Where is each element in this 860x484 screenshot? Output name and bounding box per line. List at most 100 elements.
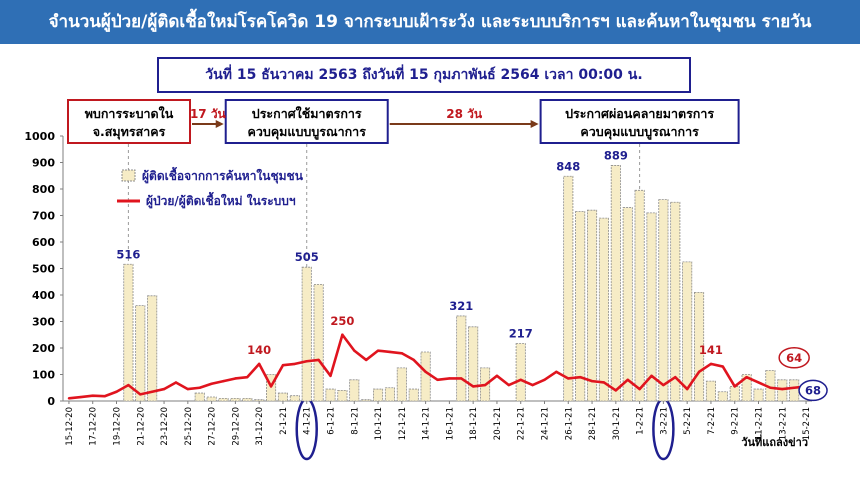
bar [777,379,788,402]
line-point [769,386,772,389]
x-tick-label: 25-12-20 [184,407,194,446]
value-label: 64 [786,351,802,365]
bar [420,351,431,402]
line-point [638,387,641,391]
line-point [590,379,594,383]
bar [694,291,705,402]
value-label: 141 [699,343,723,357]
line-point [721,365,725,368]
x-tick-label: 13-2-21 [778,407,788,440]
x-tick-label: 7-2-21 [707,407,717,435]
bar [349,379,360,402]
line-point [186,387,190,391]
y-tick-label: 100 [32,369,55,382]
value-label: 321 [449,299,473,313]
chart-title: จำนวนผู้ป่วย/ผู้ติดเชื้อใหม่โรคโควิด 19 … [0,0,860,44]
line-point [792,386,796,389]
bar [587,209,598,402]
line-point [578,375,582,379]
x-tick-label: 24-1-21 [541,407,551,440]
line-point [674,375,677,379]
value-callout-ellipse [778,347,810,369]
event-label-line1: พบการระบาดใน [85,106,174,121]
bar [456,315,467,402]
legend-line-label: ผู้ป่วย/ผู้ติดเชื้อใหม่ ในระบบฯ [146,191,296,209]
line-point [376,349,380,352]
bar [468,326,479,402]
legend-bar-swatch [121,169,136,182]
bar [658,199,669,402]
line-point [341,333,344,336]
value-label: 217 [509,326,533,340]
line-point [388,350,392,354]
bar [682,261,693,402]
y-tick-label: 200 [32,342,55,355]
x-tick-label: 2-1-21 [279,407,289,435]
y-tick-label: 800 [32,183,55,196]
bar [277,392,288,402]
bar [218,397,229,402]
x-tick-label: 8-1-21 [350,407,360,435]
bar [373,388,384,402]
event-label-line2: ควบคุมแบบบูรณาการ [580,124,699,140]
x-tick-label: 15-2-21 [802,407,812,440]
value-label: 516 [116,247,140,261]
x-tick-label: 4-1-21 [303,407,313,435]
bar [610,165,621,402]
bar [325,388,336,402]
bar [123,263,134,402]
bar [289,395,300,402]
line-point [150,390,154,393]
x-tick-label: 21-12-20 [136,407,146,446]
line-point [127,383,130,387]
bar [598,217,609,402]
interval-arrowhead [215,120,224,128]
bar [705,380,716,402]
bar [563,175,574,402]
x-tick-label: 17-12-20 [89,407,99,446]
bar [622,207,633,402]
line-point [222,379,225,383]
event-box [539,99,740,144]
line-point [210,382,213,385]
bar [670,201,681,402]
line-point [67,397,71,400]
x-tick-label: 5-2-21 [683,407,693,435]
line-point [697,370,701,374]
line-point [329,374,332,378]
value-label: 68 [805,383,821,397]
line-point [733,385,736,388]
line-point [400,352,404,355]
line-point [709,362,713,366]
x-tick-label: 1-2-21 [636,407,646,435]
bar [646,212,657,402]
legend-bar-label: ผู้ติดเชื้อจากการค้นหาในชุมชน [142,166,304,184]
bar [515,343,526,402]
x-axis-title: วันที่แถลงข่าว [741,434,808,449]
x-tick-label: 22-1-21 [517,407,527,440]
event-label-line1: ประกาศใช้มาตรการ [252,106,362,121]
line-point [234,377,237,380]
community-bars [123,165,800,402]
line-point [555,370,558,374]
y-tick-label: 300 [32,316,55,329]
line-point [91,394,94,397]
bar [753,388,764,402]
event-label-line2: ควบคุมแบบบูรณาการ [248,124,367,140]
x-tick-label: 29-12-20 [231,407,241,446]
line-point [293,362,297,366]
line-point [424,370,427,374]
x-tick-label: 20-1-21 [493,407,503,440]
x-tick-label: 12-1-21 [398,407,408,440]
bar [717,391,728,402]
line-point [471,385,475,388]
bar [361,399,372,402]
x-tick-label: 28-1-21 [588,407,598,440]
interval-arrowhead [530,120,539,128]
line-point [305,360,308,363]
x-tick-label: 23-12-20 [160,407,170,446]
line-point [448,377,451,380]
x-tick-label: 31-12-20 [255,407,265,446]
line-point [436,378,439,381]
